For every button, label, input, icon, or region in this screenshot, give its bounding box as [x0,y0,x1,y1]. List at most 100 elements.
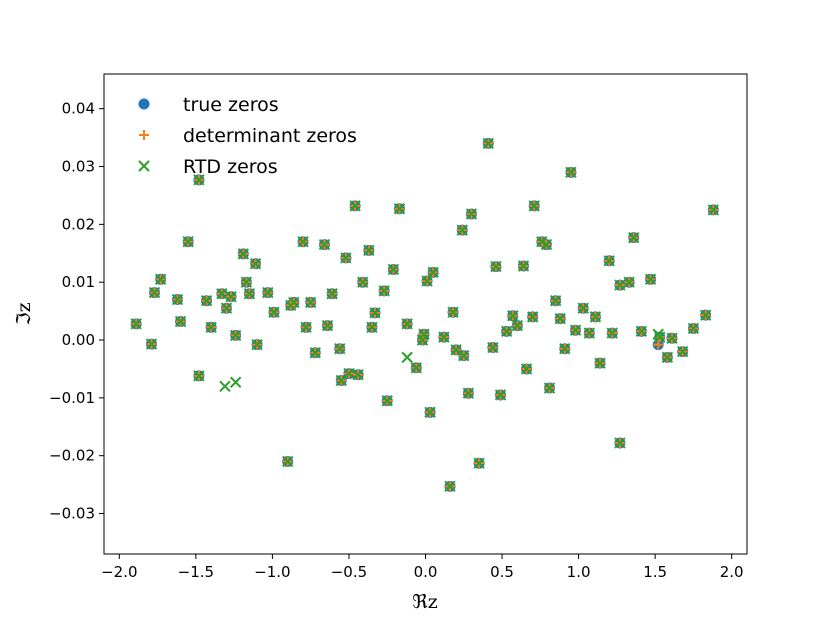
rtd-zero-point [540,238,553,251]
rtd-zero-point [603,255,615,267]
rtd-zero-point [421,275,433,287]
rtd-zero-point [427,266,439,279]
x-tick-label: 1.5 [643,563,667,581]
y-tick-label: 0.02 [62,215,95,233]
rtd-zero-point [589,311,602,323]
x-tick-label: −1.5 [178,563,214,581]
rtd-zero-point [654,331,666,343]
y-tick-label: 0.04 [62,100,95,118]
rtd-zero-point [500,325,513,338]
rtd-zero-point [145,338,158,350]
rtd-zero-point [444,480,456,493]
rtd-zero-point [219,380,231,392]
rtd-zero-point [182,236,194,248]
rtd-zero-point [473,457,485,469]
rtd-zero-point [494,389,507,401]
rtd-zero-point [366,321,378,334]
x-axis: −2.0 −1.5 −1.0 −0.5 0.0 0.5 1.0 1.5 2.0 [101,554,744,581]
rtd-zero-point [528,200,540,212]
rtd-zero-point [304,296,317,309]
series-x [130,137,720,493]
y-tick-label: −0.01 [49,389,95,407]
rtd-zero-point [334,342,346,355]
x-tick-label: −0.5 [331,563,367,581]
rtd-zero-point [216,288,228,300]
rtd-zero-point [326,288,338,300]
rtd-zero-point [251,338,263,351]
rtd-zero-point [543,382,556,394]
rtd-zero-point [569,324,582,336]
rtd-zero-point [487,341,499,354]
rtd-zero-point [549,294,562,307]
rtd-zero-point [378,285,390,297]
rtd-zero-point [644,273,657,286]
rtd-zero-point [520,363,533,375]
rtd-zero-point [511,319,524,332]
y-tick-label: −0.03 [49,505,95,523]
rtd-zero-point [490,260,502,273]
x-tick-label: 1.0 [567,563,591,581]
legend-label: determinant zeros [183,125,357,147]
rtd-zero-point [438,331,450,343]
x-axis-label: ℜz [412,591,437,613]
y-tick-label: −0.02 [49,447,95,465]
rtd-zero-point [148,286,161,299]
rtd-zero-point [393,203,406,215]
rtd-zero-point [614,279,626,291]
rtd-zero-point [130,318,142,330]
x-tick-label: −2.0 [101,563,137,581]
legend-marker-x [138,160,150,172]
rtd-zero-point [229,329,242,342]
rtd-zero-point [357,276,369,288]
rtd-zero-point [628,231,640,244]
rtd-zero-point [321,319,334,332]
rtd-zero-point [458,349,470,362]
rtd-zero-point [565,166,577,179]
legend-item-true-zeros: true zeros [138,94,279,116]
x-tick-label: 2.0 [720,563,744,581]
rtd-zero-point [352,369,364,381]
rtd-zero-point [456,224,468,236]
rtd-zero-point [666,332,678,344]
rtd-zero-point [482,137,494,150]
rtd-zero-point [465,208,478,220]
data-markers [130,137,720,493]
rtd-zero-point [401,351,413,364]
rtd-zero-point [559,342,571,355]
y-axis: −0.03 −0.02 −0.01 0.00 0.01 0.02 0.03 0.04 [49,100,104,523]
rtd-zero-point [623,276,635,288]
rtd-zero-point [606,327,618,339]
legend-label: RTD zeros [183,156,278,178]
rtd-zero-point [676,345,689,358]
rtd-zero-point [635,325,648,338]
rtd-zero-point [193,370,205,382]
rtd-zero-point [154,273,167,286]
rtd-zero-point [205,321,217,334]
rtd-zero-point [369,307,381,319]
rtd-zero-point [462,387,475,399]
rtd-zero-point [220,302,233,314]
x-tick-label: 0.5 [490,563,514,581]
rtd-zero-point [401,318,413,330]
y-tick-label: 0.00 [62,331,95,349]
legend-marker-circle [138,98,150,110]
rtd-zero-point [418,328,430,340]
rtd-zero-point [594,357,606,369]
rtd-zero-point [577,302,589,314]
rtd-zero-point [249,257,262,270]
determinant-zero-point [653,339,664,350]
rtd-zero-point [661,351,674,364]
rtd-zero-point [583,327,596,339]
rtd-zero-point [614,437,626,449]
rtd-zero-point [297,236,309,248]
legend-marker-plus [139,130,149,140]
y-tick-label: 0.01 [62,273,95,291]
y-axis-label: ℑz [13,302,35,325]
rtd-zero-point [707,204,720,216]
rtd-zero-point [424,406,436,419]
rtd-zero-point [687,322,700,335]
rtd-zero-point [300,321,312,334]
rtd-zero-point [387,263,400,276]
rtd-zero-point [363,244,375,257]
